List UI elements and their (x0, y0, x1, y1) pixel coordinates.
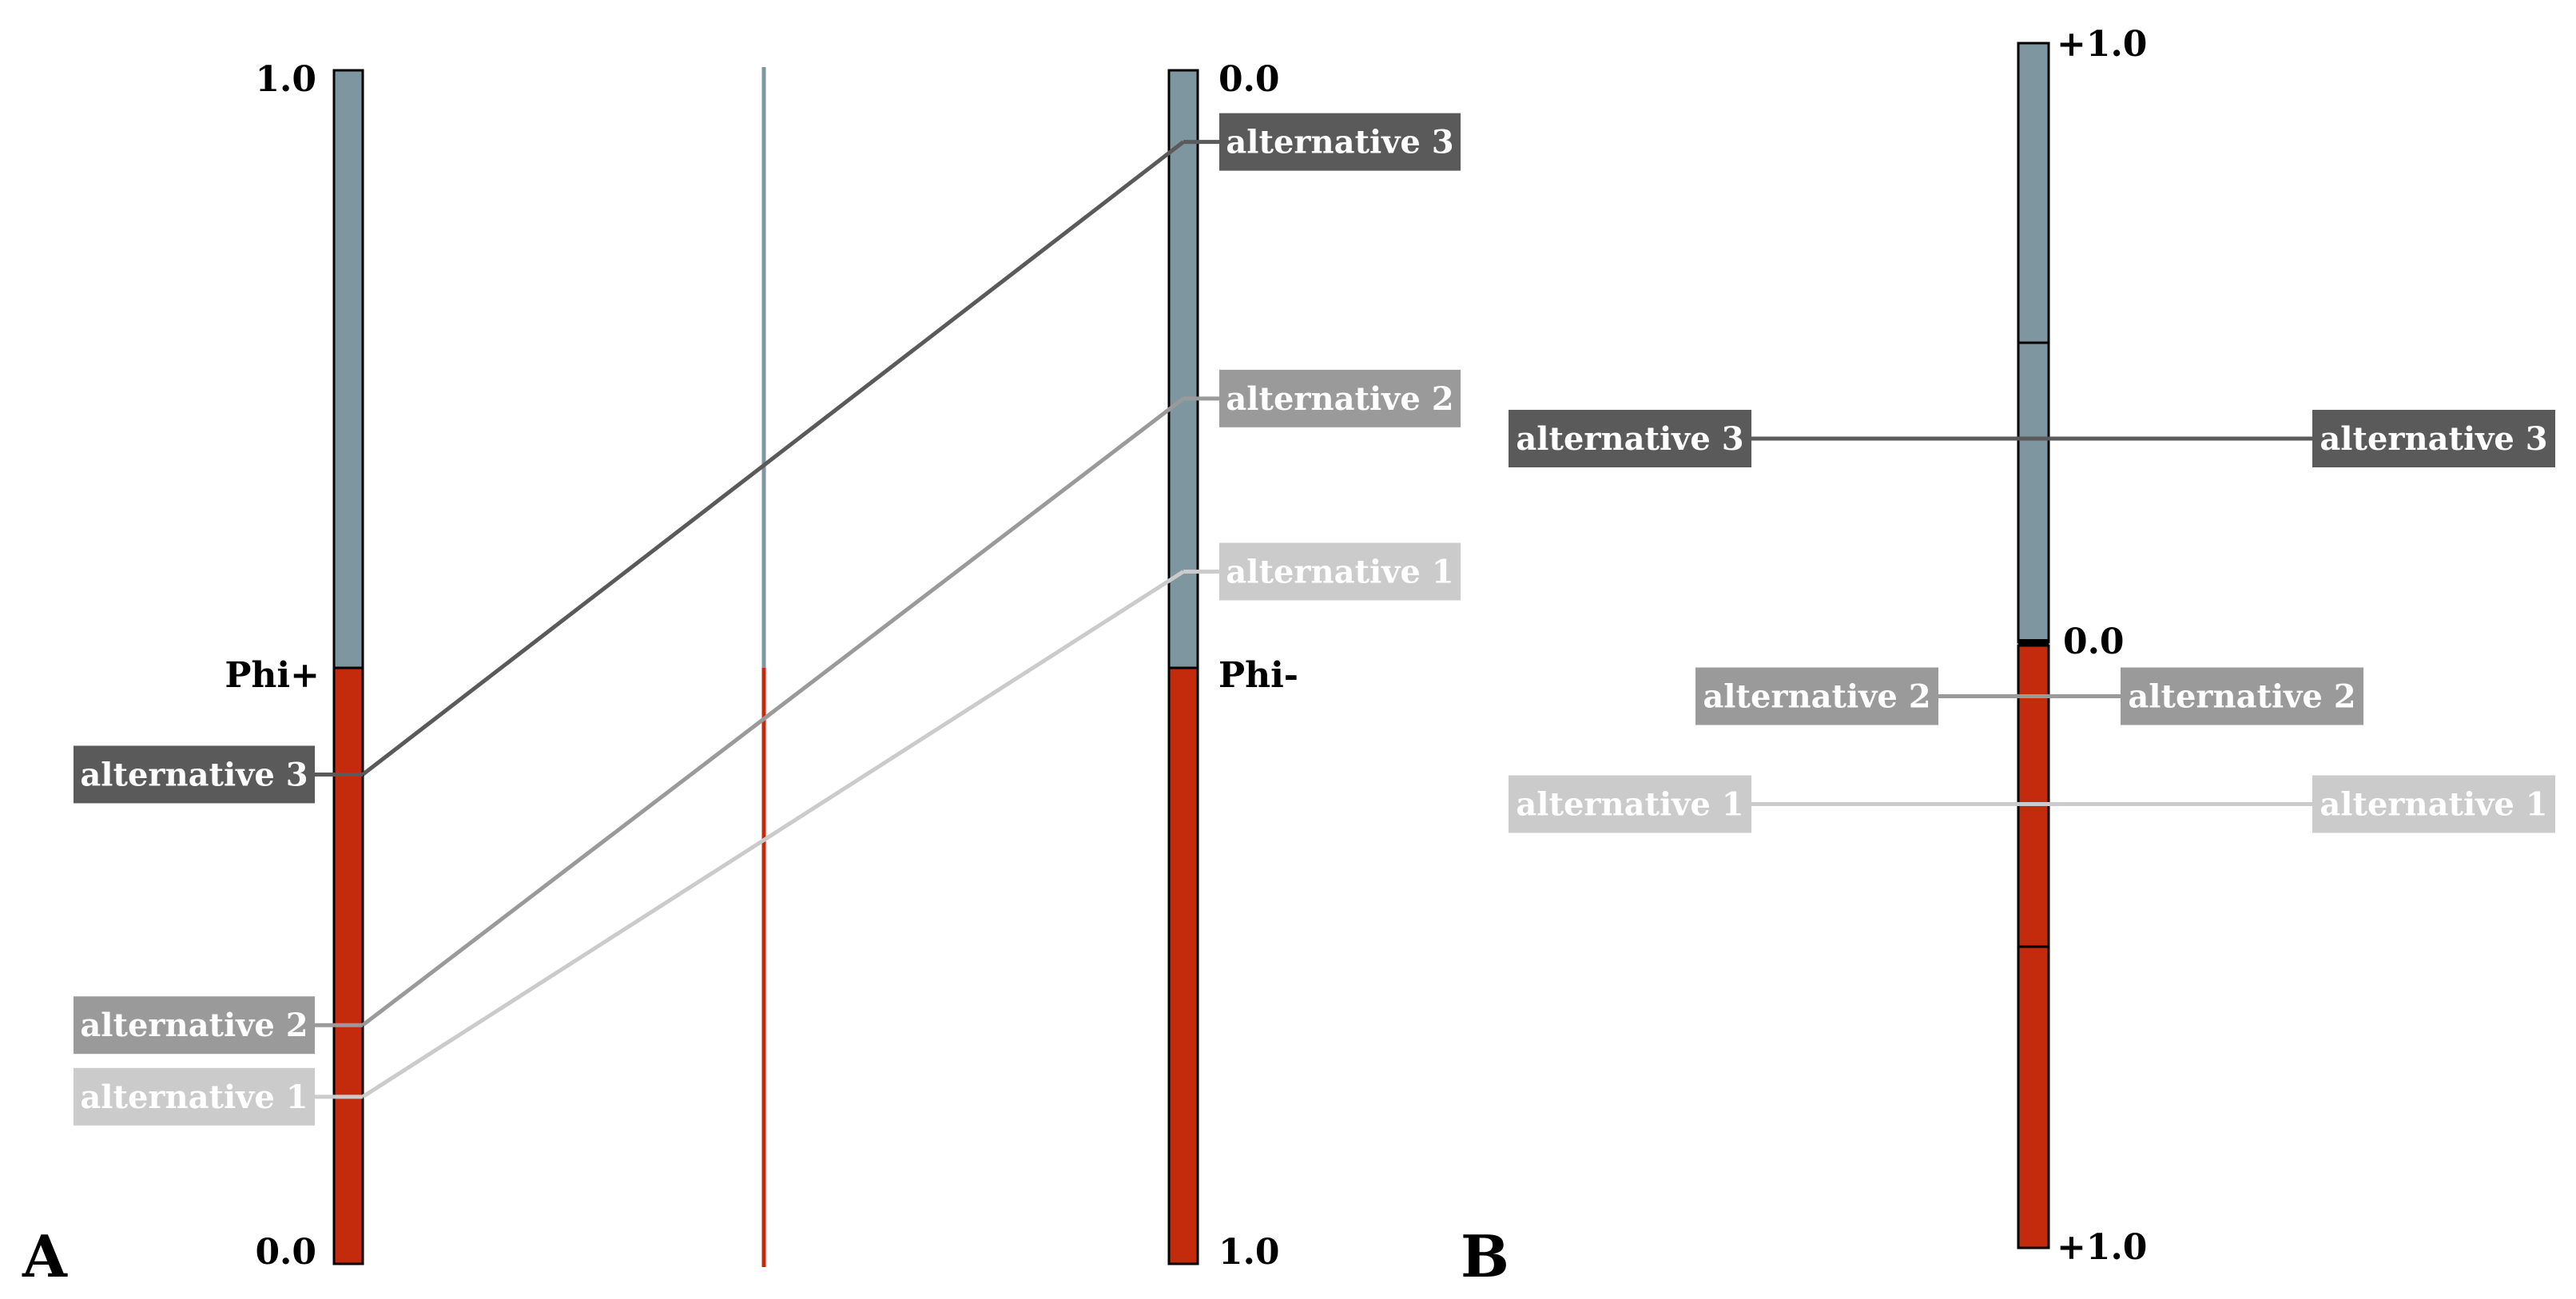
alternative_1-net-right-label-box (2312, 775, 2555, 833)
phi-plus-bar-negative (332, 666, 364, 1265)
alternative_1-net-right-label-text: alternative 1 (2320, 786, 2547, 824)
alternative_1-phi-minus-label: alternative 1 (1219, 542, 1461, 601)
alternative_2-phi-plus-label: alternative 2 (74, 996, 315, 1055)
alternative_3-net-left-label-text: alternative 3 (1516, 420, 1743, 458)
net-flow-zero-marker (2018, 639, 2049, 646)
alternative_1-link (361, 570, 1185, 1098)
alternative_2-net-left-label-box (1695, 667, 1938, 725)
alternative_3-net-right-label-text: alternative 3 (2320, 420, 2547, 458)
alternative_2-net-right-label-box (2121, 667, 2363, 725)
panel-b-alternative-links: alternative 3 alternative 3 alternative 2 a… (1509, 410, 2555, 833)
alternative_3-phi-plus-label: alternative 3 (74, 745, 315, 804)
alternative_2-phi-plus-label-text: alternative 2 (80, 1007, 308, 1044)
alternative_3-phi-plus-label-text: alternative 3 (80, 756, 308, 793)
phi-minus-name: Phi- (1218, 655, 1298, 696)
alternative_3-phi-minus-label: alternative 3 (1219, 113, 1461, 171)
panel-b: +1.0 0.0 +1.0 alternative 3 alternative 3… (1461, 24, 2555, 1290)
panel-b-label: B (1461, 1222, 1509, 1290)
alternative_1-net-left-label-box (1509, 775, 1751, 833)
alternative_2-phi-minus-label-text: alternative 2 (1226, 380, 1453, 418)
net-flow-bottom-label: +1.0 (2057, 1227, 2147, 1268)
alternative_2-net-right-label: alternative 2 (2121, 667, 2363, 725)
phi-plus-top-label: 1.0 (255, 59, 316, 100)
phi-minus-bottom-label: 1.0 (1218, 1232, 1280, 1273)
alternative_1-net-left-label-text: alternative 1 (1516, 786, 1743, 824)
alternative_3-net-left-label: alternative 3 (1509, 410, 1751, 467)
panel-a: 1.0 0.0 Phi+ 0.0 1.0 Phi- alternative 3a… (22, 59, 1461, 1290)
alternative_1-phi-minus-label-box (1219, 542, 1461, 601)
alternative_3-net-right-label: alternative 3 (2312, 410, 2555, 467)
phi-minus-top-label: 0.0 (1218, 59, 1280, 100)
alternative_3-net-right-label-box (2312, 410, 2555, 467)
alternative_2-link (361, 396, 1185, 1027)
alternative_3-net-left-label-box (1509, 410, 1751, 467)
panel-a-label: A (22, 1222, 68, 1290)
phi-plus-bottom-label: 0.0 (255, 1232, 316, 1273)
alternative_1-phi-plus-label: alternative 1 (74, 1067, 315, 1126)
alternative_1-net-right-label: alternative 1 (2312, 775, 2555, 833)
alternative_3-phi-plus-label-box (74, 745, 315, 804)
panel-a-alternative-links: alternative 3 alternative 3 alternative 2 a… (74, 113, 1461, 1126)
alternative_2-net-left-label-text: alternative 2 (1703, 678, 1930, 716)
alternative_2-net-left-label: alternative 2 (1695, 667, 1938, 725)
alternative_2-phi-minus-label-box (1219, 369, 1461, 427)
alternative_1-net-left-label: alternative 1 (1509, 775, 1751, 833)
phi-minus-bar-negative (1167, 666, 1199, 1265)
alternative_3-link (361, 140, 1185, 777)
alternative_2-phi-plus-label-box (74, 996, 315, 1055)
phi-plus-bar-positive (332, 69, 364, 669)
alternative_2-phi-minus-label: alternative 2 (1219, 369, 1461, 427)
phi-plus-name: Phi+ (225, 655, 320, 696)
alternative_1-phi-plus-label-text: alternative 1 (80, 1079, 308, 1116)
phi-minus-bar-positive (1167, 69, 1199, 669)
alternative_1-phi-plus-label-box (74, 1067, 315, 1126)
alternative_2-net-right-label-text: alternative 2 (2128, 678, 2355, 716)
alternative_1-phi-minus-label-text: alternative 1 (1226, 553, 1453, 590)
alternative_3-phi-minus-label-box (1219, 113, 1461, 171)
alternative_3-phi-minus-label-text: alternative 3 (1226, 124, 1453, 161)
net-flow-top-label: +1.0 (2057, 24, 2147, 65)
net-flow-zero-label: 0.0 (2063, 622, 2125, 662)
